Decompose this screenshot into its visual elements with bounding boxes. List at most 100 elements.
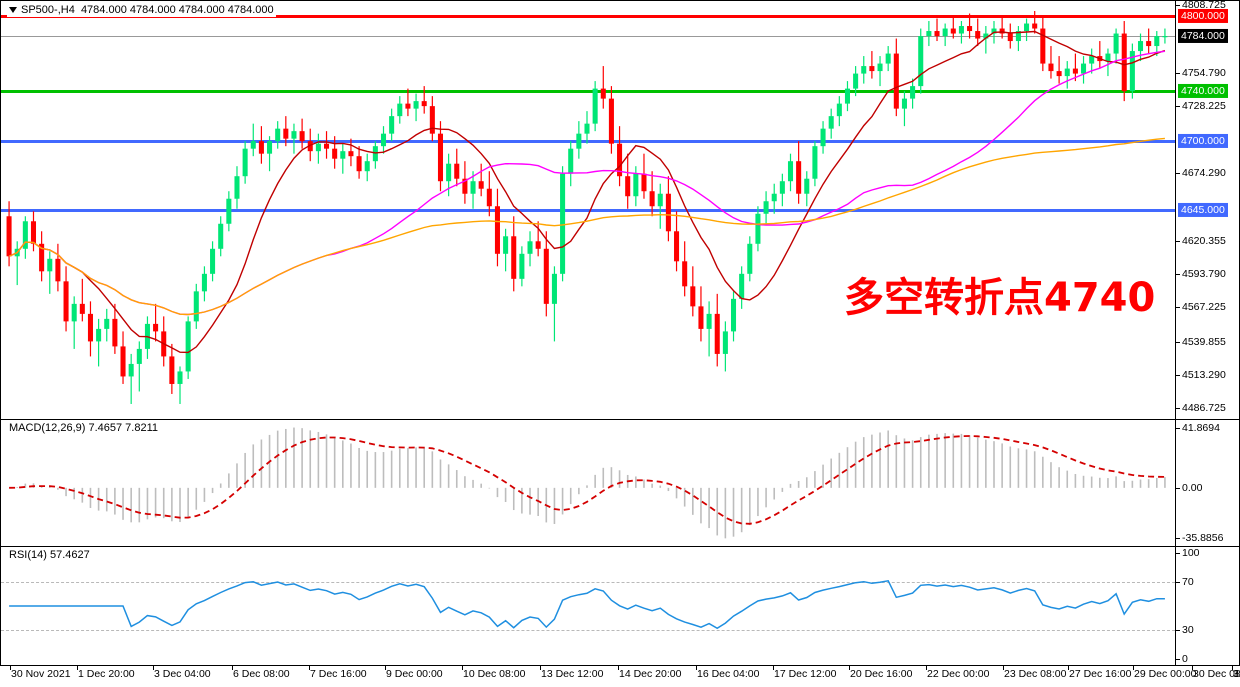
time-tick bbox=[540, 666, 541, 670]
time-axis: 30 Nov 2021 1 Dec 20:00 3 Dec 04:00 6 Dec 0… bbox=[0, 665, 1240, 687]
rsi-axis-label: 100 bbox=[1182, 547, 1200, 559]
chart-annotation: 多空转折点4740 bbox=[844, 275, 1156, 321]
time-tick bbox=[153, 666, 154, 670]
y-tick bbox=[1176, 274, 1180, 276]
ma-slow-line bbox=[8, 137, 1165, 316]
rsi-plot-area[interactable] bbox=[1, 547, 1175, 665]
rsi-series bbox=[9, 579, 1165, 630]
level-4700[interactable] bbox=[1, 139, 1175, 143]
rsi-axis-label: 30 bbox=[1182, 623, 1194, 636]
time-label: 13 Dec 12:00 bbox=[541, 668, 604, 680]
time-tick bbox=[1068, 666, 1069, 670]
time-label: 22 Dec 00:00 bbox=[927, 668, 990, 680]
y-tick bbox=[1176, 629, 1180, 631]
time-tick bbox=[462, 666, 463, 670]
rsi-line bbox=[9, 579, 1165, 630]
time-tick bbox=[309, 666, 310, 670]
time-tick bbox=[232, 666, 233, 670]
time-tick bbox=[1192, 666, 1193, 670]
price-label-4620-355: 4620.355 bbox=[1182, 234, 1226, 247]
y-tick bbox=[1176, 240, 1180, 242]
level-4800[interactable] bbox=[1, 14, 1175, 18]
macd-y-axis: 41.8694 0.00 -35.8856 bbox=[1175, 420, 1239, 546]
time-label: 3 Jan 20:00 bbox=[1233, 668, 1240, 680]
time-label: 30 Dec 08:00 bbox=[1193, 668, 1240, 680]
rsi-axis-label: 70 bbox=[1182, 576, 1194, 589]
price-label-4674-290: 4674.290 bbox=[1182, 167, 1226, 180]
time-label: 1 Dec 20:00 bbox=[78, 668, 135, 680]
rsi-axis-label: 0 bbox=[1182, 652, 1188, 665]
time-tick bbox=[696, 666, 697, 670]
time-tick bbox=[618, 666, 619, 670]
time-tick bbox=[1133, 666, 1134, 670]
macd-axis-label: 41.8694 bbox=[1182, 421, 1220, 434]
y-tick bbox=[1176, 487, 1180, 489]
level-4645[interactable] bbox=[1, 208, 1175, 212]
price-label-4808-725: 4808.725 bbox=[1182, 1, 1226, 11]
time-tick bbox=[1003, 666, 1004, 670]
y-tick bbox=[1176, 538, 1180, 539]
time-label: 14 Dec 20:00 bbox=[619, 668, 682, 680]
price-label-4567-225: 4567.225 bbox=[1182, 301, 1226, 314]
price-label-4754-790: 4754.790 bbox=[1182, 66, 1226, 79]
price-y-axis[interactable]: 4808.725 4800.000 4784.000 4754.790 4740.000… bbox=[1175, 1, 1239, 419]
macd-panel[interactable]: 41.8694 0.00 -35.8856 MACD(12,26,9) 7.4657… bbox=[0, 419, 1240, 547]
price-label-4593-790: 4593.790 bbox=[1182, 267, 1226, 280]
time-tick bbox=[1232, 666, 1233, 670]
time-label: 10 Dec 08:00 bbox=[463, 668, 526, 680]
time-label: 30 Nov 2021 bbox=[11, 668, 71, 680]
price-plot-area[interactable] bbox=[1, 1, 1175, 419]
time-label: 29 Dec 00:00 bbox=[1134, 668, 1197, 680]
price-badge-4800-000: 4800.000 bbox=[1178, 8, 1228, 24]
time-label: 6 Dec 08:00 bbox=[233, 668, 290, 680]
level-4740[interactable] bbox=[1, 89, 1175, 93]
level-4784[interactable] bbox=[1, 35, 1175, 37]
y-tick bbox=[1176, 659, 1180, 660]
macd-axis-label: -35.8856 bbox=[1182, 531, 1224, 544]
time-label: 31 Dec 16:00 bbox=[1233, 668, 1240, 680]
price-label-4486-725: 4486.725 bbox=[1182, 401, 1226, 414]
price-badge-4645-000: 4645.000 bbox=[1178, 202, 1228, 218]
y-tick bbox=[1176, 173, 1180, 175]
y-tick bbox=[1176, 582, 1180, 584]
price-panel[interactable]: 4808.725 4800.000 4784.000 4754.790 4740.000… bbox=[0, 0, 1240, 420]
time-label: 16 Dec 04:00 bbox=[697, 668, 760, 680]
y-tick bbox=[1176, 553, 1180, 554]
price-badge-4784-000: 4784.000 bbox=[1178, 29, 1228, 44]
time-tick bbox=[773, 666, 774, 670]
rsi-band-30 bbox=[1, 629, 1175, 631]
symbol-header[interactable]: SP500-,H4 4784.000 4784.000 4784.000 478… bbox=[7, 4, 276, 18]
y-tick bbox=[1176, 374, 1180, 376]
time-label: 23 Dec 08:00 bbox=[1004, 668, 1067, 680]
rsi-label: RSI(14) 57.4627 bbox=[7, 549, 92, 563]
macd-axis-label: 0.00 bbox=[1182, 481, 1203, 494]
rsi-y-axis: 100 70 30 0 bbox=[1175, 547, 1239, 665]
macd-plot-area[interactable] bbox=[1, 420, 1175, 546]
time-label: 27 Dec 16:00 bbox=[1069, 668, 1132, 680]
time-label: 3 Dec 04:00 bbox=[154, 668, 211, 680]
price-label-4728-225: 4728.225 bbox=[1182, 99, 1226, 112]
y-tick bbox=[1176, 428, 1180, 429]
time-tick bbox=[926, 666, 927, 670]
time-tick bbox=[10, 666, 11, 670]
y-tick bbox=[1176, 408, 1180, 410]
y-tick bbox=[1176, 307, 1180, 309]
time-tick bbox=[849, 666, 850, 670]
triangle-down-icon[interactable] bbox=[9, 7, 17, 14]
y-tick bbox=[1176, 72, 1180, 74]
price-badge-4700-000: 4700.000 bbox=[1178, 134, 1228, 149]
time-label: 20 Dec 16:00 bbox=[850, 668, 913, 680]
symbol-text: SP500-,H4 bbox=[21, 4, 75, 16]
time-tick bbox=[385, 666, 386, 670]
time-label: 7 Dec 16:00 bbox=[310, 668, 367, 680]
price-badge-4740-000: 4740.000 bbox=[1178, 84, 1228, 99]
y-tick bbox=[1176, 341, 1180, 343]
macd-label: MACD(12,26,9) 7.4657 7.8211 bbox=[7, 422, 160, 436]
price-label-4539-855: 4539.855 bbox=[1182, 335, 1226, 348]
price-label-4513-290: 4513.290 bbox=[1182, 368, 1226, 381]
y-tick bbox=[1176, 5, 1180, 7]
rsi-band-70 bbox=[1, 582, 1175, 584]
candlestick-series bbox=[6, 11, 1168, 404]
rsi-panel[interactable]: 100 70 30 0 RSI(14) 57.4627 bbox=[0, 546, 1240, 666]
